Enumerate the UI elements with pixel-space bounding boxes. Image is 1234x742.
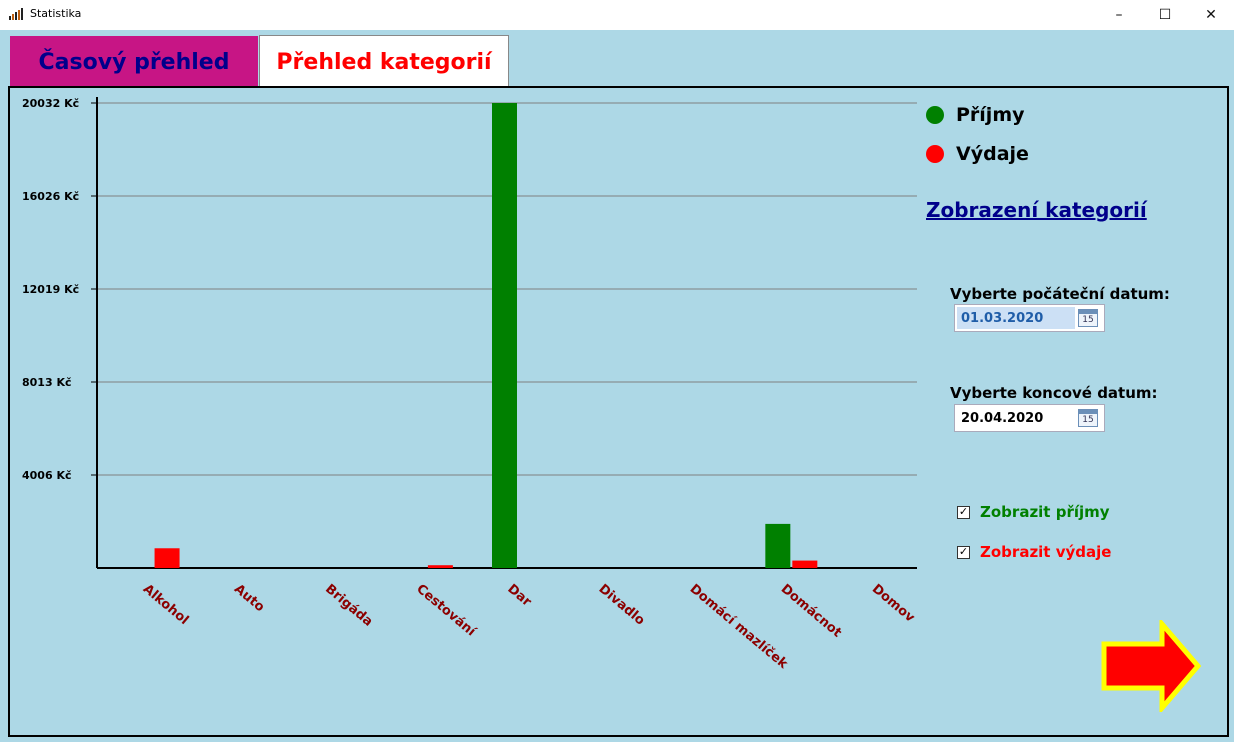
x-tick-label: Alkohol [140, 582, 191, 628]
x-tick-label: Brigáda [322, 582, 375, 630]
right-arrow-icon[interactable] [1100, 620, 1202, 712]
y-tick-label: 8013 Kč [22, 376, 72, 389]
show-expense-checkbox[interactable]: ✓ Zobrazit výdaje [957, 542, 1111, 562]
start-date-input[interactable] [957, 307, 1075, 329]
income-legend-dot-icon [926, 106, 944, 124]
end-date-input[interactable] [957, 407, 1075, 429]
expense-legend-dot-icon [926, 145, 944, 163]
y-tick-label: 4006 Kč [22, 469, 72, 482]
tab-time-overview[interactable]: Časový přehled [10, 36, 258, 88]
bar-expense [792, 560, 818, 568]
x-tick-label: Cestování [413, 582, 479, 641]
legend-label-expense: Výdaje [956, 143, 1029, 165]
window-client-area [0, 30, 1234, 742]
x-tick-label: Domácí mazlíček [687, 582, 791, 673]
close-button[interactable]: ✕ [1205, 7, 1217, 23]
tab-category-overview[interactable]: Přehled kategorií [259, 35, 509, 88]
category-display-link[interactable]: Zobrazení kategorií [926, 198, 1147, 222]
show-expense-label: Zobrazit výdaje [980, 543, 1112, 561]
bar-income [765, 523, 791, 568]
bar-income [492, 103, 517, 568]
end-date-picker[interactable]: 15 [954, 404, 1105, 432]
title-bar: Statistika – ☐ ✕ [0, 0, 1234, 30]
x-tick-label: Dar [504, 582, 534, 611]
x-tick-label: Domácnot [778, 582, 844, 641]
start-date-calendar-icon[interactable]: 15 [1078, 309, 1098, 327]
y-tick-label: 16026 Kč [22, 190, 79, 203]
show-income-label: Zobrazit příjmy [980, 503, 1110, 521]
bar-chart-icon [9, 8, 23, 20]
x-tick-label: Auto [231, 582, 267, 616]
start-date-label: Vyberte počáteční datum: [950, 285, 1170, 303]
y-tick-label: 12019 Kč [22, 283, 79, 296]
show-income-checkbox[interactable]: ✓ Zobrazit příjmy [957, 502, 1110, 522]
legend-item-expense: Výdaje [926, 142, 1029, 166]
y-tick-label: 20032 Kč [22, 97, 79, 110]
end-date-label: Vyberte koncové datum: [950, 384, 1158, 402]
bar-expense [154, 548, 180, 568]
content-panel [8, 86, 1229, 737]
window-title: Statistika [30, 7, 82, 20]
legend-label-income: Příjmy [956, 104, 1025, 126]
start-date-picker[interactable]: 15 [954, 304, 1105, 332]
legend-item-income: Příjmy [926, 103, 1025, 127]
maximize-button[interactable]: ☐ [1158, 7, 1172, 23]
show-income-checkbox-box[interactable]: ✓ [957, 505, 970, 519]
show-expense-checkbox-box[interactable]: ✓ [957, 545, 970, 559]
minimize-button[interactable]: – [1115, 7, 1123, 23]
x-tick-label: Domov [869, 582, 918, 626]
bar-expense [427, 565, 453, 568]
end-date-calendar-icon[interactable]: 15 [1078, 409, 1098, 427]
x-tick-label: Divadlo [596, 582, 648, 629]
